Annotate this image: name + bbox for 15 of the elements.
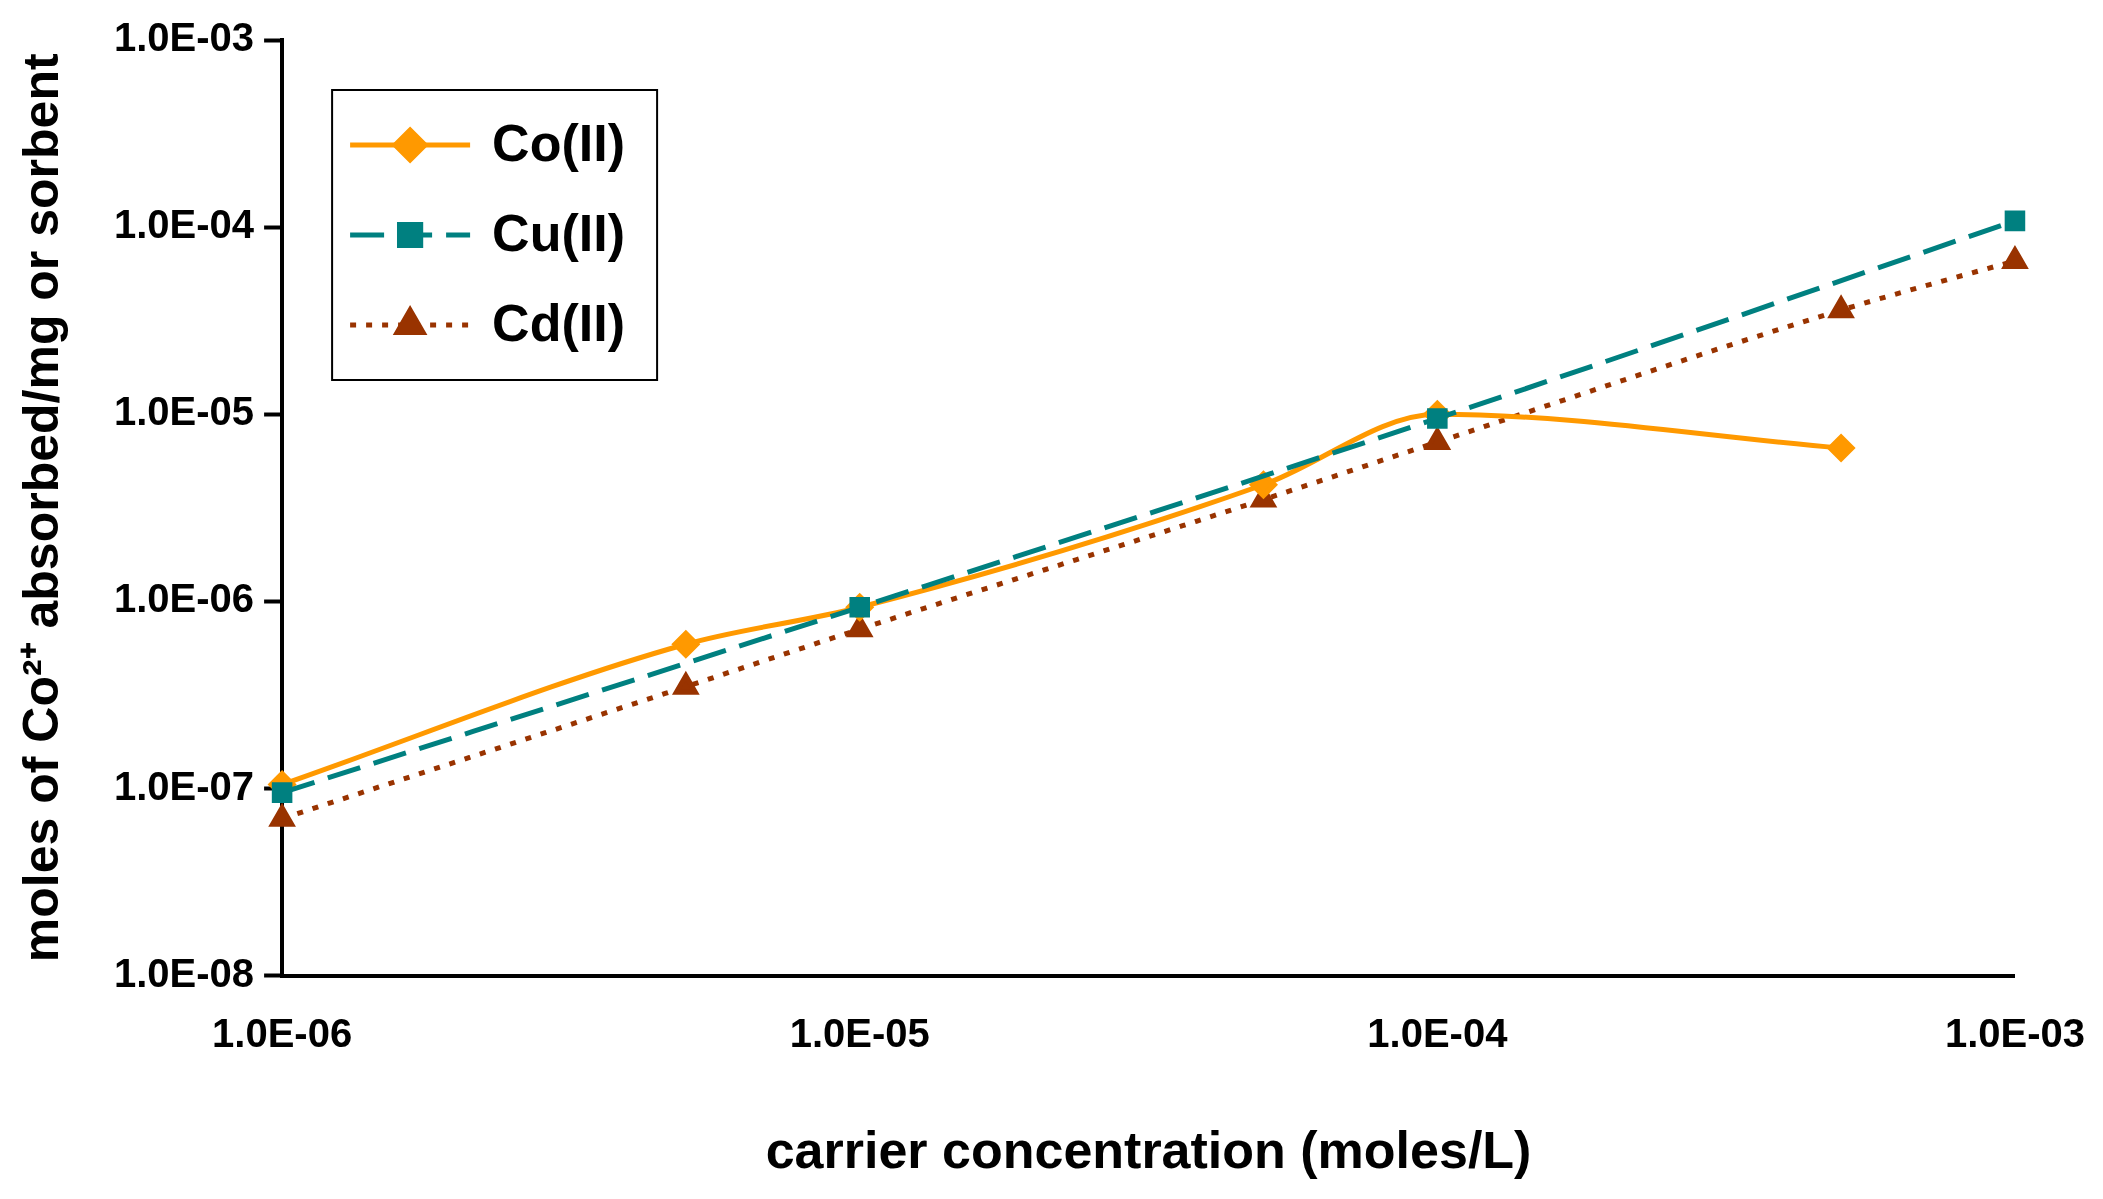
x-tick-label: 1.0E-05 [789,1010,930,1055]
y-tick-label: 1.0E-07 [113,763,255,808]
legend-label: Cd(II) [492,294,625,353]
y-tick-label: 1.0E-04 [113,202,255,247]
y-tick-label: 1.0E-03 [113,15,255,60]
x-axis-title: carrier concentration (moles/L) [765,1121,1532,1180]
y-tick-label: 1.0E-05 [113,389,255,434]
y-tick-label: 1.0E-08 [113,950,255,995]
legend-label: Co(II) [492,114,625,173]
legend-label: Cu(II) [492,204,625,263]
x-tick-label: 1.0E-06 [212,1010,353,1055]
x-tick-label: 1.0E-04 [1367,1010,1509,1055]
y-tick-label: 1.0E-06 [113,576,255,621]
y-axis-title: moles of Co²⁺ absorbed/mg or sorbent [12,53,69,963]
x-tick-label: 1.0E-03 [1944,1010,2086,1055]
